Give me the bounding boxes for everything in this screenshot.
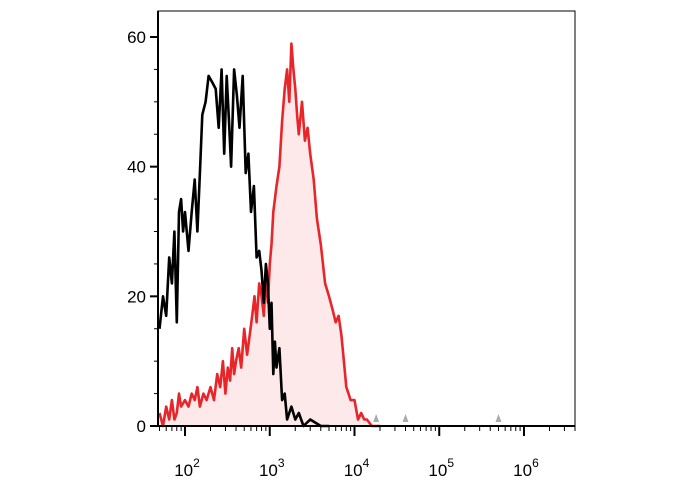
series-0-line bbox=[158, 68, 329, 428]
x-tick-label: 104 bbox=[344, 456, 370, 480]
x-tick-label: 105 bbox=[428, 456, 454, 480]
x-ticks: 102 103 104 105 106 bbox=[159, 426, 576, 480]
y-tick-label: 40 bbox=[127, 158, 146, 177]
x-tick-label: 103 bbox=[259, 456, 285, 480]
x-tick-label: 106 bbox=[513, 456, 539, 480]
y-tick-label: 0 bbox=[137, 417, 146, 436]
event-marker-1 bbox=[402, 414, 409, 422]
series-1-fill bbox=[159, 43, 380, 426]
y-ticks: 0 20 40 60 bbox=[127, 28, 158, 436]
event-marker-0 bbox=[373, 414, 380, 422]
event-marker-2 bbox=[495, 414, 502, 422]
series-lines bbox=[158, 42, 380, 428]
series-fills bbox=[159, 43, 380, 426]
y-tick-label: 20 bbox=[127, 287, 146, 306]
x-tick-label: 102 bbox=[174, 456, 200, 480]
event-markers bbox=[373, 414, 502, 422]
y-tick-label: 60 bbox=[127, 28, 146, 47]
